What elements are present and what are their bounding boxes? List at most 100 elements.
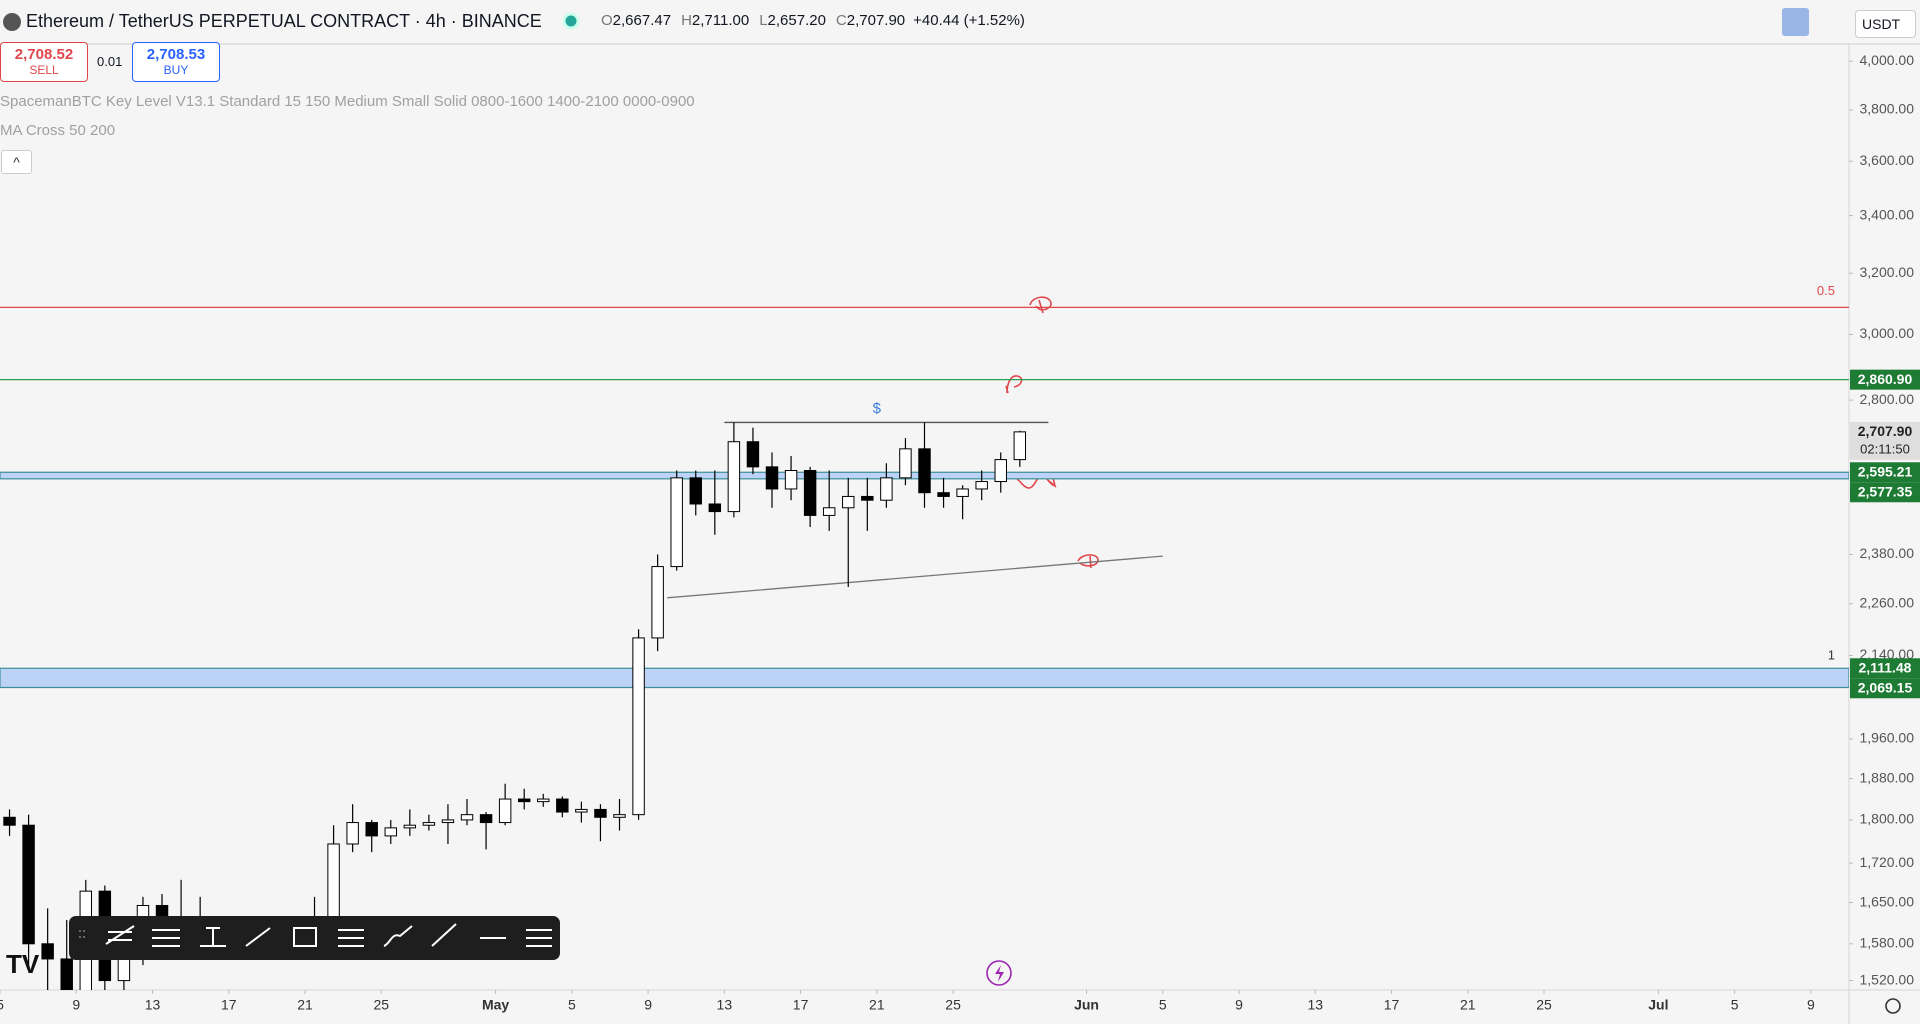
ohlc-value: 2,657.20 [767,12,826,29]
symbol-title[interactable]: Ethereum / TetherUS PERPETUAL CONTRACT ·… [26,11,542,31]
candle-body [556,798,569,813]
ohlc-legend: O2,667.47 H2,711.00 L2,657.20 C2,707.90 +40.… [601,12,1025,29]
price-badge [1850,421,1920,460]
price-badge [1850,462,1920,483]
price-badge [1850,658,1920,679]
x-tick-label: 25 [945,997,961,1013]
x-tick-label: 13 [717,997,733,1013]
candle-body [822,507,836,516]
ohlc-value: 2,711.00 [691,12,750,29]
fib-label: 0.5 [1817,283,1835,298]
collapse-button[interactable]: ^ [1,150,32,174]
tool-icon[interactable] [338,929,364,947]
candle-body [613,814,626,818]
market-status [562,12,580,30]
y-tick-label: 2,800.00 [1860,391,1915,407]
candle-body [899,448,912,479]
x-tick-label: 17 [793,997,809,1013]
buy-button[interactable]: 2,708.53 BUY [132,42,220,82]
y-tick-label: 1,880.00 [1860,769,1915,785]
y-tick-label: 3,000.00 [1860,325,1915,341]
x-tick-label: 9 [1807,997,1815,1013]
tool-icon[interactable] [526,929,552,947]
candle-body [384,827,397,837]
y-tick-label: 3,800.00 [1860,101,1915,117]
x-tick-label: 25 [1536,997,1552,1013]
price-badge-label: 2,069.15 [1858,679,1913,695]
candle-body [594,808,607,818]
trend-line [667,555,1163,599]
candle-body [403,824,417,829]
y-tick-label: 2,140.00 [1860,646,1915,662]
x-tick-label: 5 [1731,997,1739,1013]
x-tick-label: 9 [644,997,652,1013]
toolbar-icons [79,923,552,947]
indicator-label[interactable]: SpacemanBTC Key Level V13.1 Standard 15 … [0,93,695,110]
candle-body [498,798,512,824]
ohlc-key: L [759,12,768,29]
lightning-icon [995,965,1004,982]
spread: 0.01 [97,54,123,69]
ohlc-change: +40.44 (+1.52%) [913,12,1025,29]
candle-body [1013,431,1027,461]
drawing [1029,296,1052,314]
x-tick-label: 5 [0,997,4,1013]
y-tick-label: 3,600.00 [1860,152,1915,168]
countdown: 02:11:50 [1860,441,1910,456]
candle-body [346,822,359,845]
tool-icon[interactable] [200,927,226,947]
logo: TV [6,949,40,979]
candle-body [651,566,664,639]
y-tick-label: 1,650.00 [1860,893,1915,909]
y-tick-label: 4,000.00 [1860,52,1915,68]
buy-price: 2,708.53 [146,46,206,63]
sell-label: SELL [29,63,59,77]
price-badge-label: 2,111.48 [1859,659,1912,675]
candle-body [632,637,645,816]
x-tick-label: 13 [1307,997,1323,1013]
ohlc-key: C [835,12,847,29]
candle-body [422,822,436,826]
candle-body [861,495,874,501]
y-tick-label: 1,580.00 [1860,934,1915,950]
price-badge-label: 2,707.90 [1858,423,1913,439]
indicator-label[interactable]: MA Cross 50 200 [0,122,116,139]
candle-body [22,824,35,945]
sell-button[interactable]: 2,708.52 SELL [0,42,88,82]
drawing-toolbar[interactable] [69,916,560,960]
candle-body [842,495,855,509]
sell-price: 2,708.52 [14,46,74,63]
candle-body [689,477,702,505]
tool-icon[interactable] [152,929,180,947]
alert-button[interactable] [1782,8,1809,36]
x-tick-label: 9 [72,997,80,1013]
price-badge [1850,482,1920,503]
candle-body [575,808,588,813]
x-tick-label: 21 [1460,997,1476,1013]
tool-icon[interactable] [105,925,135,945]
candle-body [880,477,893,501]
x-tick-label: May [482,997,509,1013]
x-tick-label: 5 [1159,997,1167,1013]
tool-icon[interactable] [431,923,457,947]
y-tick-label: 3,200.00 [1860,264,1915,280]
currency-selector[interactable]: USDT [1855,10,1916,38]
x-tick-label: 25 [373,997,389,1013]
buy-label: BUY [163,63,189,77]
tool-icon[interactable] [245,927,271,947]
fib-label: 1 [1828,648,1835,663]
tool-icon[interactable] [293,927,317,947]
candle-body [956,488,969,497]
tool-icon[interactable] [383,925,413,947]
settings-button[interactable] [1885,998,1901,1014]
candle-body [937,492,950,497]
candle-body [3,816,16,826]
candle-body [60,958,73,990]
x-tick-label: 17 [1384,997,1400,1013]
annotation: $ [873,400,882,417]
lightning-button[interactable] [986,960,1012,986]
candle-body [784,470,798,490]
plot [0,296,1849,990]
y-tick-label: 1,800.00 [1860,811,1915,827]
